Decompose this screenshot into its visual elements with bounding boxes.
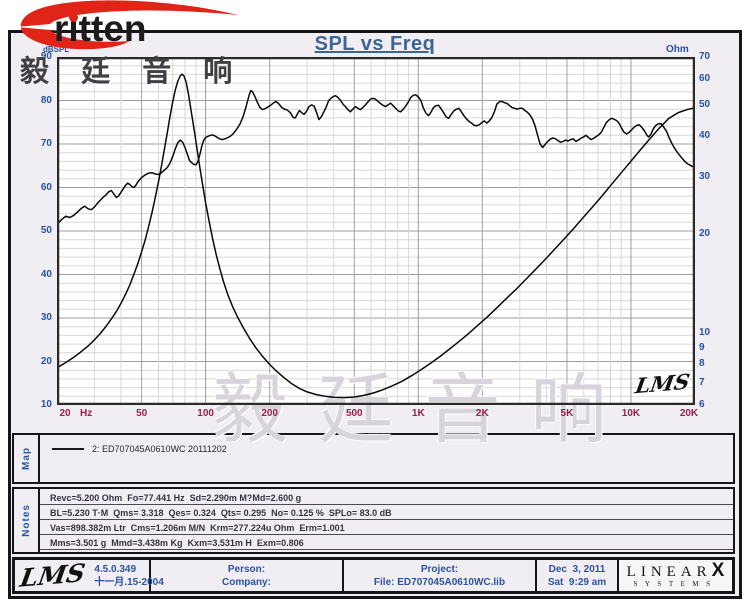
- notes-panel: Notes Revc=5.200 Ohm Fo=77.441 Hz Sd=2.2…: [12, 487, 735, 554]
- y-left-tick-label: 80: [40, 94, 52, 106]
- x-tick-label: 500: [345, 408, 363, 419]
- notes-line-4: Mms=3.501 g Mmd=3.438m Kg Kxm=3.531m H E…: [40, 535, 733, 550]
- y-right-tick-label: 9: [699, 341, 705, 353]
- linearx-systems-text: SYSTEMS: [633, 580, 718, 588]
- notes-panel-label: Notes: [20, 504, 32, 537]
- map-panel: Map 2: ED707045A0610WC 20111202: [12, 433, 735, 484]
- legend-label: 2: ED707045A0610WC 20111202: [92, 444, 227, 454]
- lms-chart-mark: LMS: [633, 368, 692, 399]
- swoosh-icon: [16, 0, 238, 50]
- map-panel-label: Map: [20, 447, 32, 470]
- x-tick-label: 20K: [679, 408, 699, 419]
- person-label: Person:: [227, 563, 266, 575]
- x-axis-unit-label: Hz: [80, 408, 93, 419]
- status-bar: LMS 4.5.0.349 十一月.15-2004 Person: Compan…: [12, 557, 735, 594]
- y-right-tick-label: 70: [699, 51, 711, 62]
- project-label: Project:: [420, 563, 459, 575]
- y-right-tick-label: 50: [699, 98, 711, 110]
- notes-line-1: Revc=5.200 Ohm Fo=77.441 Hz Sd=2.290m M?…: [40, 490, 733, 505]
- app-version-date: 十一月.15-2004: [94, 576, 164, 588]
- y-left-tick-label: 70: [40, 138, 52, 149]
- y-left-tick-label: 60: [40, 181, 52, 193]
- brand-logo-text: ritten: [54, 8, 147, 49]
- y-right-tick-label: 10: [699, 326, 711, 338]
- y-right-tick-label: 7: [699, 377, 705, 389]
- brand-i-dot: [69, 13, 78, 22]
- y-right-tick-label: 20: [699, 228, 711, 240]
- plot-grid: [57, 57, 695, 405]
- x-tick-label: 2K: [475, 408, 489, 419]
- x-tick-label: 50: [136, 408, 148, 419]
- status-person-cell: Person: Company:: [151, 560, 344, 591]
- map-panel-label-cell: Map: [14, 435, 40, 482]
- y-right-tick-label: 8: [699, 358, 705, 370]
- y-left-tick-label: 30: [40, 312, 52, 323]
- y-right-tick-label: 40: [699, 130, 711, 142]
- y-left-tick-label: 90: [40, 51, 52, 62]
- legend-line-swatch: [52, 448, 84, 450]
- date-label: Dec 3, 2011: [548, 563, 606, 575]
- time-label: Sat 9:29 am: [547, 576, 607, 588]
- linearx-logo: LINEARX SYSTEMS: [619, 560, 732, 591]
- status-datetime-cell: Dec 3, 2011 Sat 9:29 am: [537, 560, 619, 591]
- status-project-cell: Project: File: ED707045A0610WC.lib: [344, 560, 537, 591]
- y-left-tick-label: 20: [40, 355, 52, 367]
- y-right-tick-label: 30: [699, 171, 711, 183]
- x-tick-label: 1K: [411, 408, 425, 419]
- notes-line-3: Vas=898.382m Ltr Cms=1.206m M/N Krm=277.…: [40, 520, 733, 535]
- map-panel-body: 2: ED707045A0610WC 20111202: [40, 435, 733, 482]
- y-right-tick-label: 6: [699, 399, 705, 410]
- y-left-tick-label: 40: [40, 268, 52, 280]
- x-tick-label: 20: [59, 408, 71, 419]
- plot-curves: [57, 57, 695, 405]
- right-axis-unit-label: Ohm: [666, 44, 689, 55]
- x-tick-label: 100: [197, 408, 214, 419]
- page-title: SPL vs Freq: [314, 33, 436, 55]
- x-tick-label: 200: [261, 408, 278, 419]
- legend-row: 2: ED707045A0610WC 20111202: [52, 444, 227, 454]
- notes-line-2: BL=5.230 T·M Qms= 3.318 Qes= 0.324 Qts= …: [40, 505, 733, 520]
- x-tick-label: 5K: [560, 408, 574, 419]
- x-tick-label: 10K: [621, 408, 641, 419]
- linearx-wordmark: LINEAR: [626, 564, 712, 580]
- notes-panel-body: Revc=5.200 Ohm Fo=77.441 Hz Sd=2.290m M?…: [40, 489, 733, 552]
- app-version: 4.5.0.349: [94, 563, 137, 575]
- brand-cjk-text: 毅 廷 音 响: [20, 54, 244, 88]
- left-axis-unit-label: dBSPL: [43, 45, 70, 54]
- lms-logo: LMS: [18, 558, 88, 593]
- company-label: Company:: [222, 576, 271, 588]
- notes-panel-label-cell: Notes: [14, 489, 40, 552]
- y-left-tick-label: 10: [40, 399, 52, 410]
- linearx-x: X: [711, 560, 725, 581]
- file-label: File: ED707045A0610WC.lib: [373, 576, 506, 588]
- watermark-text: 毅 廷 音 响: [212, 365, 610, 454]
- status-lms-cell: LMS 4.5.0.349 十一月.15-2004: [15, 558, 164, 593]
- brand-logo: ritten: [10, 0, 250, 54]
- y-right-tick-label: 60: [699, 72, 711, 84]
- y-left-tick-label: 50: [40, 225, 52, 236]
